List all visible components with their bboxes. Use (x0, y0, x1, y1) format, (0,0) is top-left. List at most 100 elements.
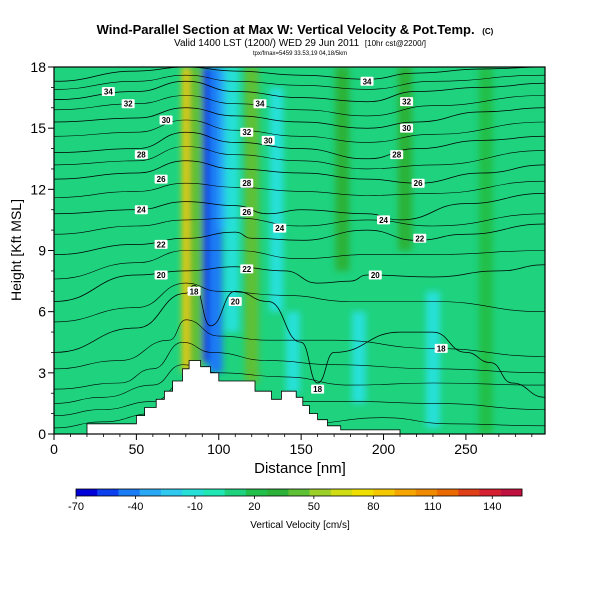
colorbar-segment (415, 489, 438, 496)
y-axis-label: Height [Kft MSL] (8, 199, 24, 301)
contour-label-text: 20 (371, 271, 380, 280)
theta-contour-32 (54, 80, 545, 103)
contour-label: 30 (261, 135, 275, 145)
contour-label: 26 (240, 207, 254, 217)
contour-label: 32 (240, 127, 254, 137)
subtitle-suffix: [10hr cst@2200/] (365, 39, 426, 48)
colorbar-segment (182, 489, 204, 496)
contour-label-text: 20 (231, 297, 240, 306)
velocity-band (351, 311, 366, 404)
contour-label-text: 34 (104, 87, 113, 96)
colorbar: -70 -40 -10 20 50 80 110 140 (68, 488, 523, 513)
contour-label: 18 (187, 286, 201, 296)
contour-label: 22 (413, 233, 427, 243)
x-tick-label: 250 (454, 441, 478, 457)
contour-label-text: 34 (256, 100, 265, 109)
contour-line (54, 95, 545, 117)
colorbar-frame (75, 488, 523, 497)
theta-contour-18 (54, 284, 545, 398)
contour-label: 22 (240, 264, 254, 274)
colorbar-segment (352, 489, 374, 496)
velocity-band (478, 67, 493, 434)
contour-label-text: 24 (379, 216, 388, 225)
contour-label: 34 (360, 76, 374, 86)
colorbar-tick-label: 20 (248, 501, 260, 513)
theta-contour-28 (54, 131, 545, 160)
contour-label: 32 (400, 97, 414, 107)
contour-label-text: 18 (313, 385, 322, 394)
contour-line (54, 180, 545, 198)
contour-label-text: 18 (437, 344, 446, 353)
x-tick-label: 150 (289, 441, 313, 457)
contour-label: 18 (311, 384, 325, 394)
colorbar-segment (373, 489, 395, 496)
colorbar-tick-label: -40 (128, 501, 144, 513)
colorbar-tick-label: 110 (424, 501, 442, 513)
colorbar-segment (118, 489, 141, 496)
theta-contour-34 (54, 67, 545, 82)
contour-label: 28 (390, 150, 404, 160)
contour-label-text: 22 (157, 240, 166, 249)
contour-label-text: 30 (264, 136, 273, 145)
y-axis: 0 3 6 9 12 15 18 (30, 59, 54, 442)
chart-subtitle-2: tpx/fmax=5459 33.53,19 04,18/5km (253, 51, 347, 57)
colorbar-segment (245, 489, 268, 496)
contour-line (54, 364, 545, 404)
colorbar-segment (437, 489, 459, 496)
colorbar-segment (97, 489, 119, 496)
colorbar-tick-label: 80 (367, 501, 379, 513)
colorbar-segment (203, 489, 225, 496)
contour-label-text: 28 (242, 179, 251, 188)
y-tick-label: 9 (38, 243, 46, 259)
contour-line (54, 250, 545, 280)
contour-label: 20 (154, 270, 168, 280)
contour-label: 26 (154, 174, 168, 184)
contour-label-text: 32 (242, 128, 251, 137)
contour-labels: 34 32 30 28 26 24 22 20 18 34 32 30 28 26 24 22 20 18 34 32… (101, 76, 448, 394)
colorbar-segment (309, 489, 332, 496)
colorbar-segment (479, 489, 502, 496)
contour-label: 20 (228, 296, 242, 306)
contour-label: 24 (134, 205, 148, 215)
y-tick-label: 6 (38, 304, 46, 320)
contour-label-text: 22 (415, 234, 424, 243)
colorbar-segment (288, 489, 310, 496)
contour-label-text: 28 (137, 151, 146, 160)
contour-label: 32 (121, 99, 135, 109)
contour-label-text: 28 (392, 151, 401, 160)
contour-label-text: 30 (162, 116, 171, 125)
theta-contours (54, 67, 545, 429)
x-tick-label: 100 (207, 441, 231, 457)
colorbar-label: Vertical Velocity [cm/s] (250, 520, 350, 531)
colorbar-segment (267, 489, 289, 496)
contour-label: 20 (368, 270, 382, 280)
colorbar-tick-label: -70 (68, 501, 84, 513)
contour-label: 28 (134, 150, 148, 160)
contour-label: 26 (411, 178, 425, 188)
contour-label: 28 (240, 178, 254, 188)
contour-label: 18 (434, 343, 448, 353)
x-tick-label: 50 (129, 441, 145, 457)
contour-line (54, 119, 545, 143)
y-tick-label: 0 (38, 426, 46, 442)
velocity-band (335, 67, 350, 271)
contour-label-text: 20 (157, 271, 166, 280)
contour-label: 24 (273, 223, 287, 233)
velocity-band (285, 311, 300, 394)
theta-contour-30 (54, 107, 545, 129)
contour-label-text: 22 (242, 265, 251, 274)
contour-label-text: 32 (124, 100, 133, 109)
contour-line (54, 319, 545, 370)
contour-label-text: 34 (363, 77, 372, 86)
contour-line (54, 146, 545, 170)
terrain-profile (86, 360, 401, 434)
contour-label-text: 32 (402, 98, 411, 107)
contour-label-text: 24 (275, 224, 284, 233)
chart-title: Wind-Parallel Section at Max W: Vertical… (97, 22, 494, 37)
contour-label: 34 (253, 99, 267, 109)
y-tick-label: 12 (30, 181, 46, 197)
colorbar-segment (500, 489, 523, 496)
colorbar-tick-label: 50 (308, 501, 320, 513)
contour-line (54, 74, 545, 90)
